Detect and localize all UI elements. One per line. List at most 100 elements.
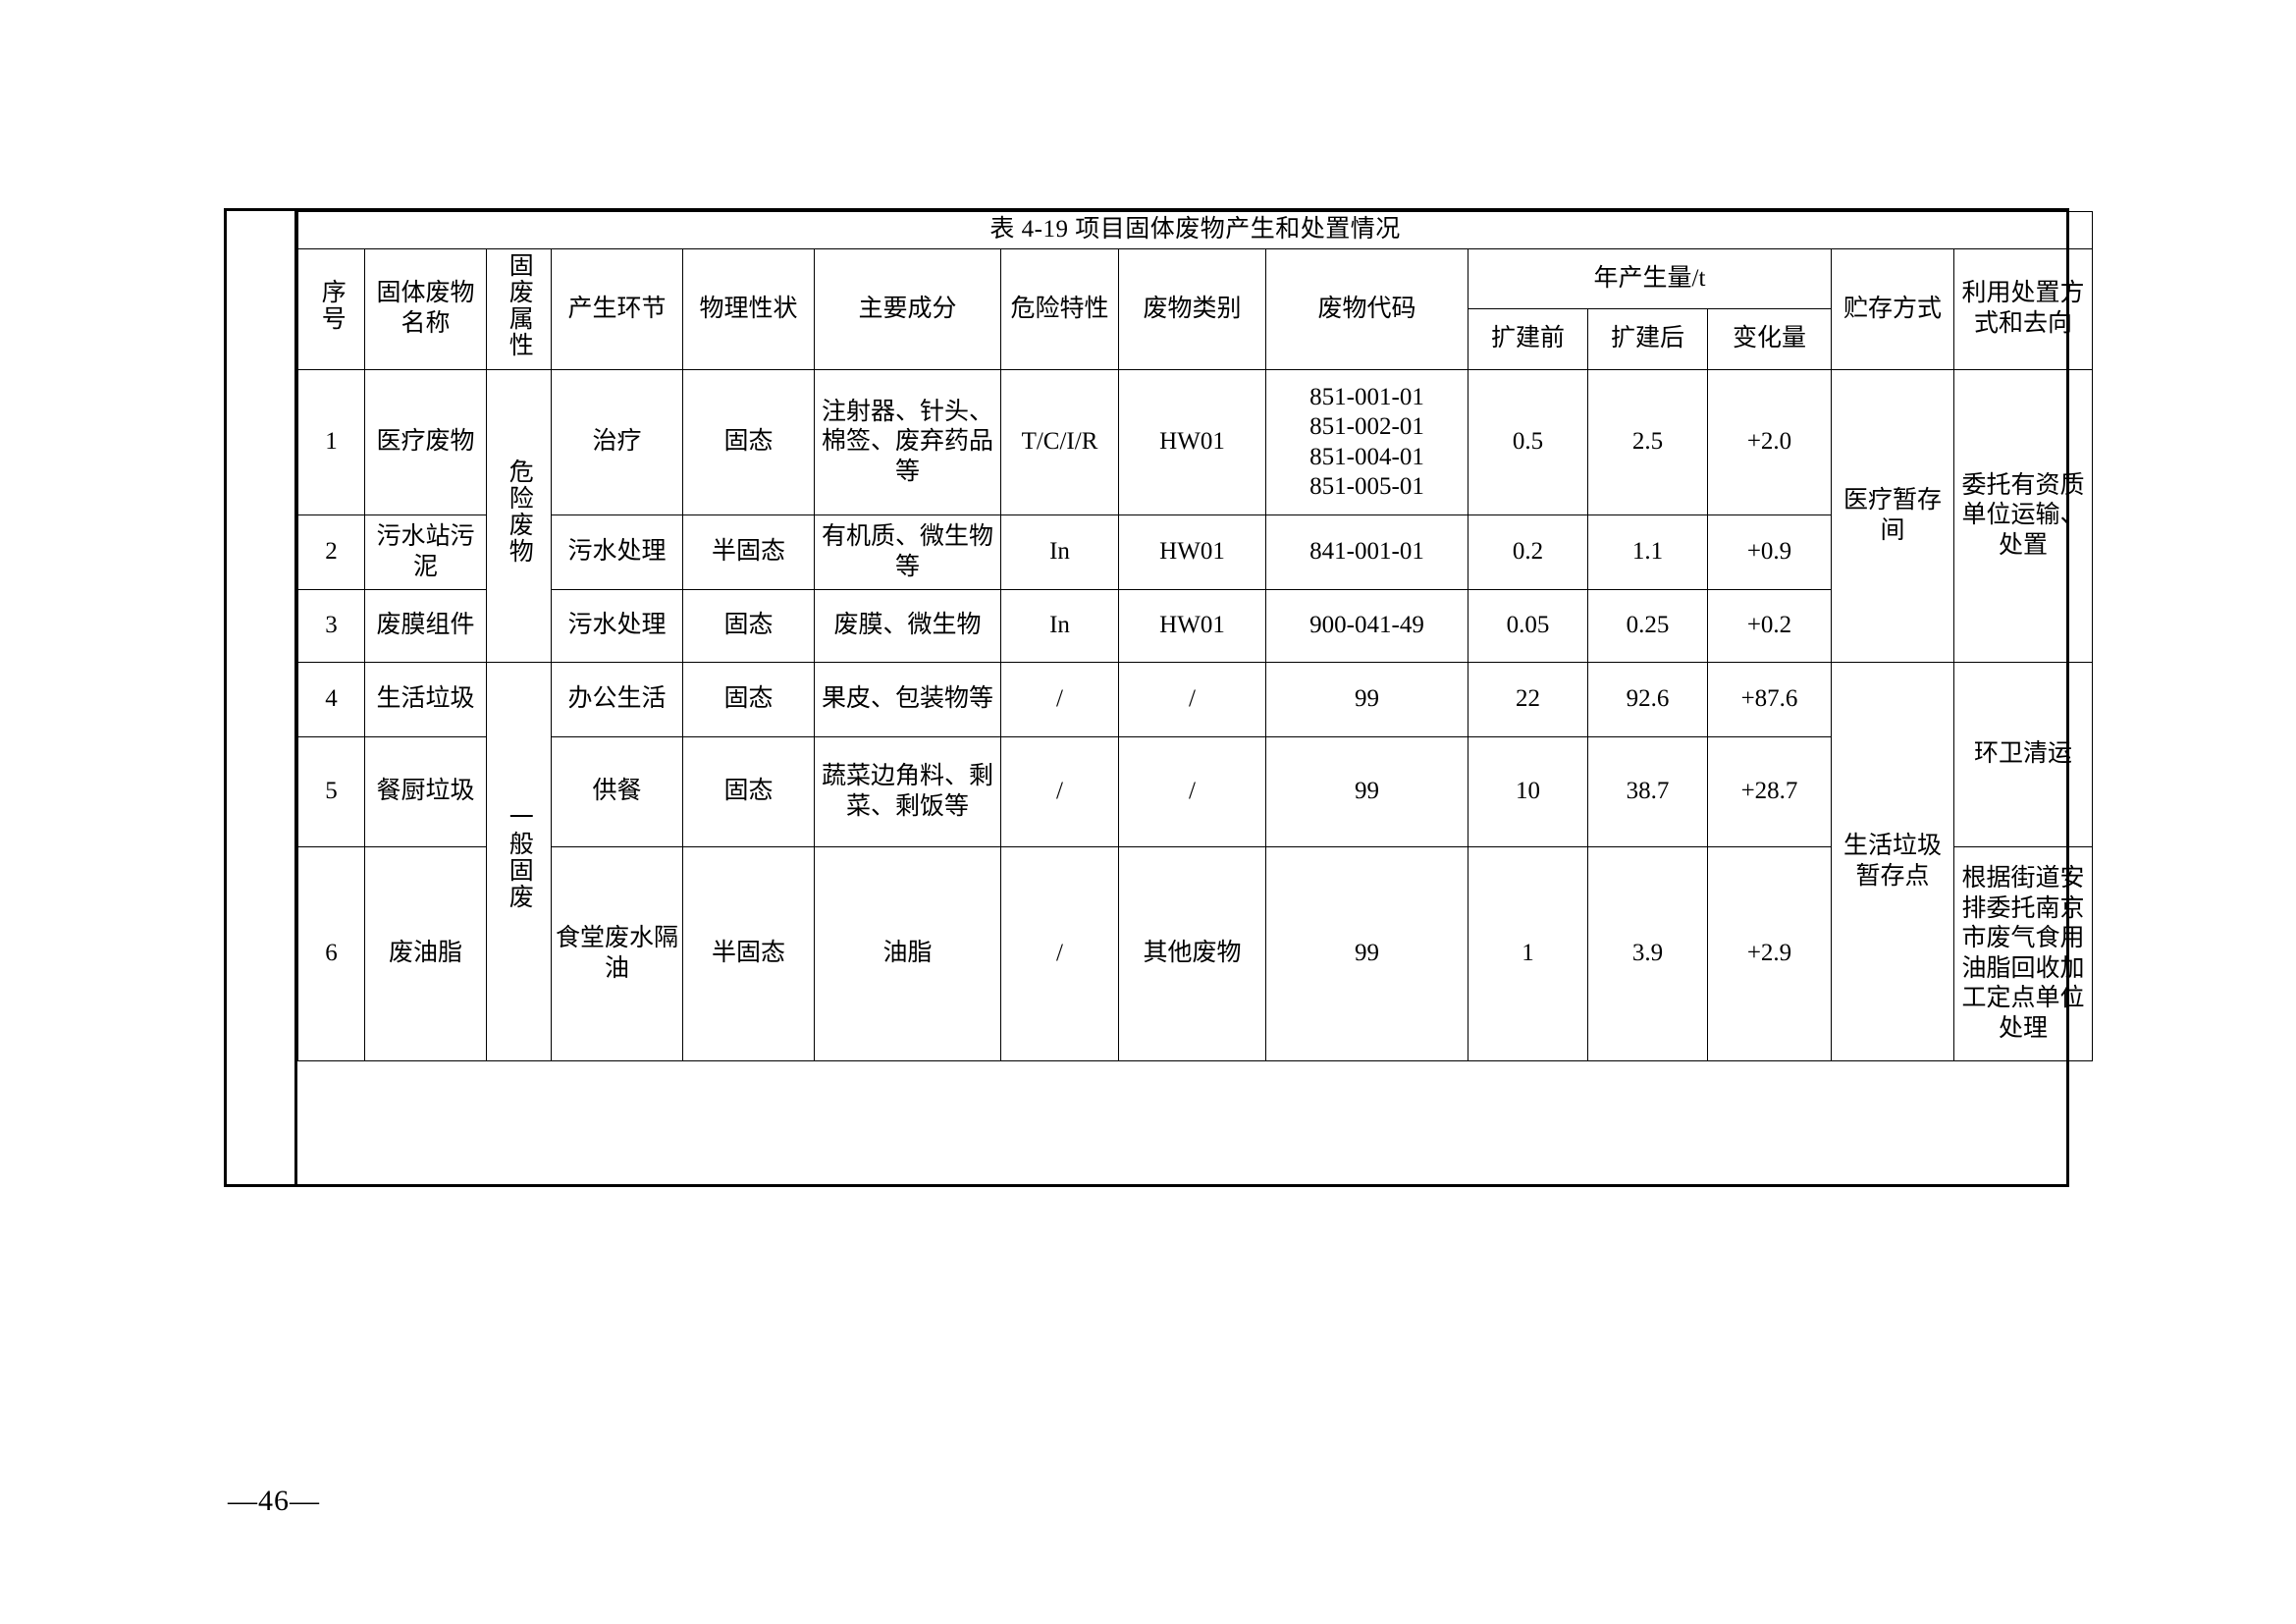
header-storage-method: 贮存方式 [1831,247,1954,370]
cell-name: 废油脂 [364,846,487,1061]
cell-index: 6 [297,846,365,1061]
header-waste-code: 废物代码 [1265,247,1468,370]
cell-name: 医疗废物 [364,369,487,515]
cell-physical-state: 固态 [682,589,815,663]
cell-disposal-qualified-unit: 委托有资质单位运输、处置 [1952,369,2094,663]
cell-waste-code: 841-001-01 [1265,514,1468,590]
table-left-gutter [227,211,297,1184]
cell-name: 生活垃圾 [364,662,487,737]
cell-waste-category: HW01 [1118,589,1266,663]
cell-hazard-property: / [1000,662,1119,737]
cell-after-expansion: 38.7 [1587,736,1708,847]
header-stage: 产生环节 [551,247,683,370]
cell-stage: 污水处理 [551,589,683,663]
cell-waste-category: HW01 [1118,369,1266,515]
cell-waste-category: 其他废物 [1118,846,1266,1061]
cell-physical-state: 半固态 [682,846,815,1061]
cell-main-components: 油脂 [814,846,1001,1061]
cell-stage: 治疗 [551,369,683,515]
cell-waste-code: 99 [1265,662,1468,737]
cell-change: +2.0 [1707,369,1832,515]
cell-physical-state: 半固态 [682,514,815,590]
cell-main-components: 注射器、针头、棉签、废弃药品等 [814,369,1001,515]
cell-attribute-hazardous: 危险废物 [486,369,552,663]
cell-main-components: 果皮、包装物等 [814,662,1001,737]
cell-waste-code: 99 [1265,846,1468,1061]
table-title: 表 4-19 项目固体废物产生和处置情况 [296,211,2094,249]
cell-index: 2 [297,514,365,590]
cell-after-expansion: 3.9 [1587,846,1708,1061]
cell-change: +0.2 [1707,589,1832,663]
header-before-expansion: 扩建前 [1468,308,1588,370]
cell-change: +0.9 [1707,514,1832,590]
header-name: 固体废物名称 [364,247,487,370]
header-disposal-method: 利用处置方式和去向 [1952,247,2094,370]
cell-main-components: 废膜、微生物 [814,589,1001,663]
table-row: 5 餐厨垃圾 供餐 固态 蔬菜边角料、剩菜、剩饭等 / / 99 10 38.7… [297,736,2093,847]
cell-hazard-property: / [1000,846,1119,1061]
cell-waste-code: 99 [1265,736,1468,847]
cell-index: 5 [297,736,365,847]
table-row: 6 废油脂 食堂废水隔油 半固态 油脂 / 其他废物 99 1 3.9 +2.9… [297,846,2094,1061]
table-title-row: 表 4-19 项目固体废物产生和处置情况 [296,211,2094,249]
cell-hazard-property: / [1000,736,1119,847]
cell-change: +28.7 [1707,736,1832,847]
header-main-components: 主要成分 [814,247,1001,370]
cell-index: 4 [297,662,365,737]
table-row: 3 废膜组件 污水处理 固态 废膜、微生物 In HW01 900-041-49… [297,589,2093,663]
cell-attribute-label: 危险废物 [506,459,533,566]
cell-before-expansion: 0.2 [1468,514,1588,590]
cell-hazard-property: T/C/I/R [1000,369,1119,515]
cell-before-expansion: 0.05 [1468,589,1588,663]
cell-after-expansion: 1.1 [1587,514,1708,590]
cell-stage: 供餐 [551,736,683,847]
cell-name: 餐厨垃圾 [364,736,487,847]
cell-after-expansion: 92.6 [1587,662,1708,737]
cell-before-expansion: 0.5 [1468,369,1588,515]
table-container: 表 4-19 项目固体废物产生和处置情况 序号 固体废物名称 固废属性 产生环节… [296,211,2094,1184]
header-annual-output-group: 年产生量/t [1468,247,1832,310]
table-header-row-2: 扩建前 扩建后 变化量 [298,308,2093,370]
cell-name: 废膜组件 [364,589,487,663]
table-outer-frame: 表 4-19 项目固体废物产生和处置情况 序号 固体废物名称 固废属性 产生环节… [224,208,2094,1187]
cell-index: 3 [297,589,365,663]
header-attribute: 固废属性 [486,247,552,370]
cell-stage: 食堂废水隔油 [551,846,683,1061]
header-after-expansion: 扩建后 [1587,308,1708,370]
cell-after-expansion: 2.5 [1587,369,1708,515]
table-row: 2 污水站污泥 污水处理 半固态 有机质、微生物等 In HW01 841-00… [297,514,2093,590]
cell-before-expansion: 22 [1468,662,1588,737]
cell-storage-domestic: 生活垃圾暂存点 [1831,662,1954,1061]
header-physical-state: 物理性状 [682,247,815,370]
cell-hazard-property: In [1000,514,1119,590]
cell-attribute-label: 一般固废 [506,804,533,911]
cell-change: +2.9 [1707,846,1832,1061]
header-waste-category: 废物类别 [1118,247,1266,370]
cell-waste-code: 851-001-01 851-002-01 851-004-01 851-005… [1265,369,1468,515]
header-change: 变化量 [1707,308,1832,370]
page-number: —46— [228,1485,320,1517]
cell-name: 污水站污泥 [364,514,487,590]
cell-before-expansion: 10 [1468,736,1588,847]
cell-stage: 污水处理 [551,514,683,590]
cell-waste-code: 900-041-49 [1265,589,1468,663]
cell-index: 1 [297,369,365,515]
table-row: 4 生活垃圾 一般固废 办公生活 固态 果皮、包装物等 / / 99 22 92… [297,662,2094,1061]
header-index-label: 序号 [318,278,346,332]
header-attribute-label: 固废属性 [506,251,533,358]
cell-attribute-general: 一般固废 [486,662,552,1061]
cell-after-expansion: 0.25 [1587,589,1708,663]
cell-main-components: 蔬菜边角料、剩菜、剩饭等 [814,736,1001,847]
cell-waste-category: / [1118,662,1266,737]
cell-disposal-sanitation: 环卫清运 [1952,662,2094,847]
cell-change: +87.6 [1707,662,1832,737]
header-hazard-property: 危险特性 [1000,247,1119,370]
cell-physical-state: 固态 [682,662,815,737]
cell-disposal-oil-recycle: 根据街道安排委托南京市废气食用油脂回收加工定点单位处理 [1952,846,2094,1061]
solid-waste-table: 表 4-19 项目固体废物产生和处置情况 序号 固体废物名称 固废属性 产生环节… [296,211,2094,1061]
table-header-row-1: 序号 固体废物名称 固废属性 产生环节 物理性状 主要成分 危险特性 废物类别 … [297,247,2094,370]
cell-before-expansion: 1 [1468,846,1588,1061]
cell-main-components: 有机质、微生物等 [814,514,1001,590]
cell-hazard-property: In [1000,589,1119,663]
